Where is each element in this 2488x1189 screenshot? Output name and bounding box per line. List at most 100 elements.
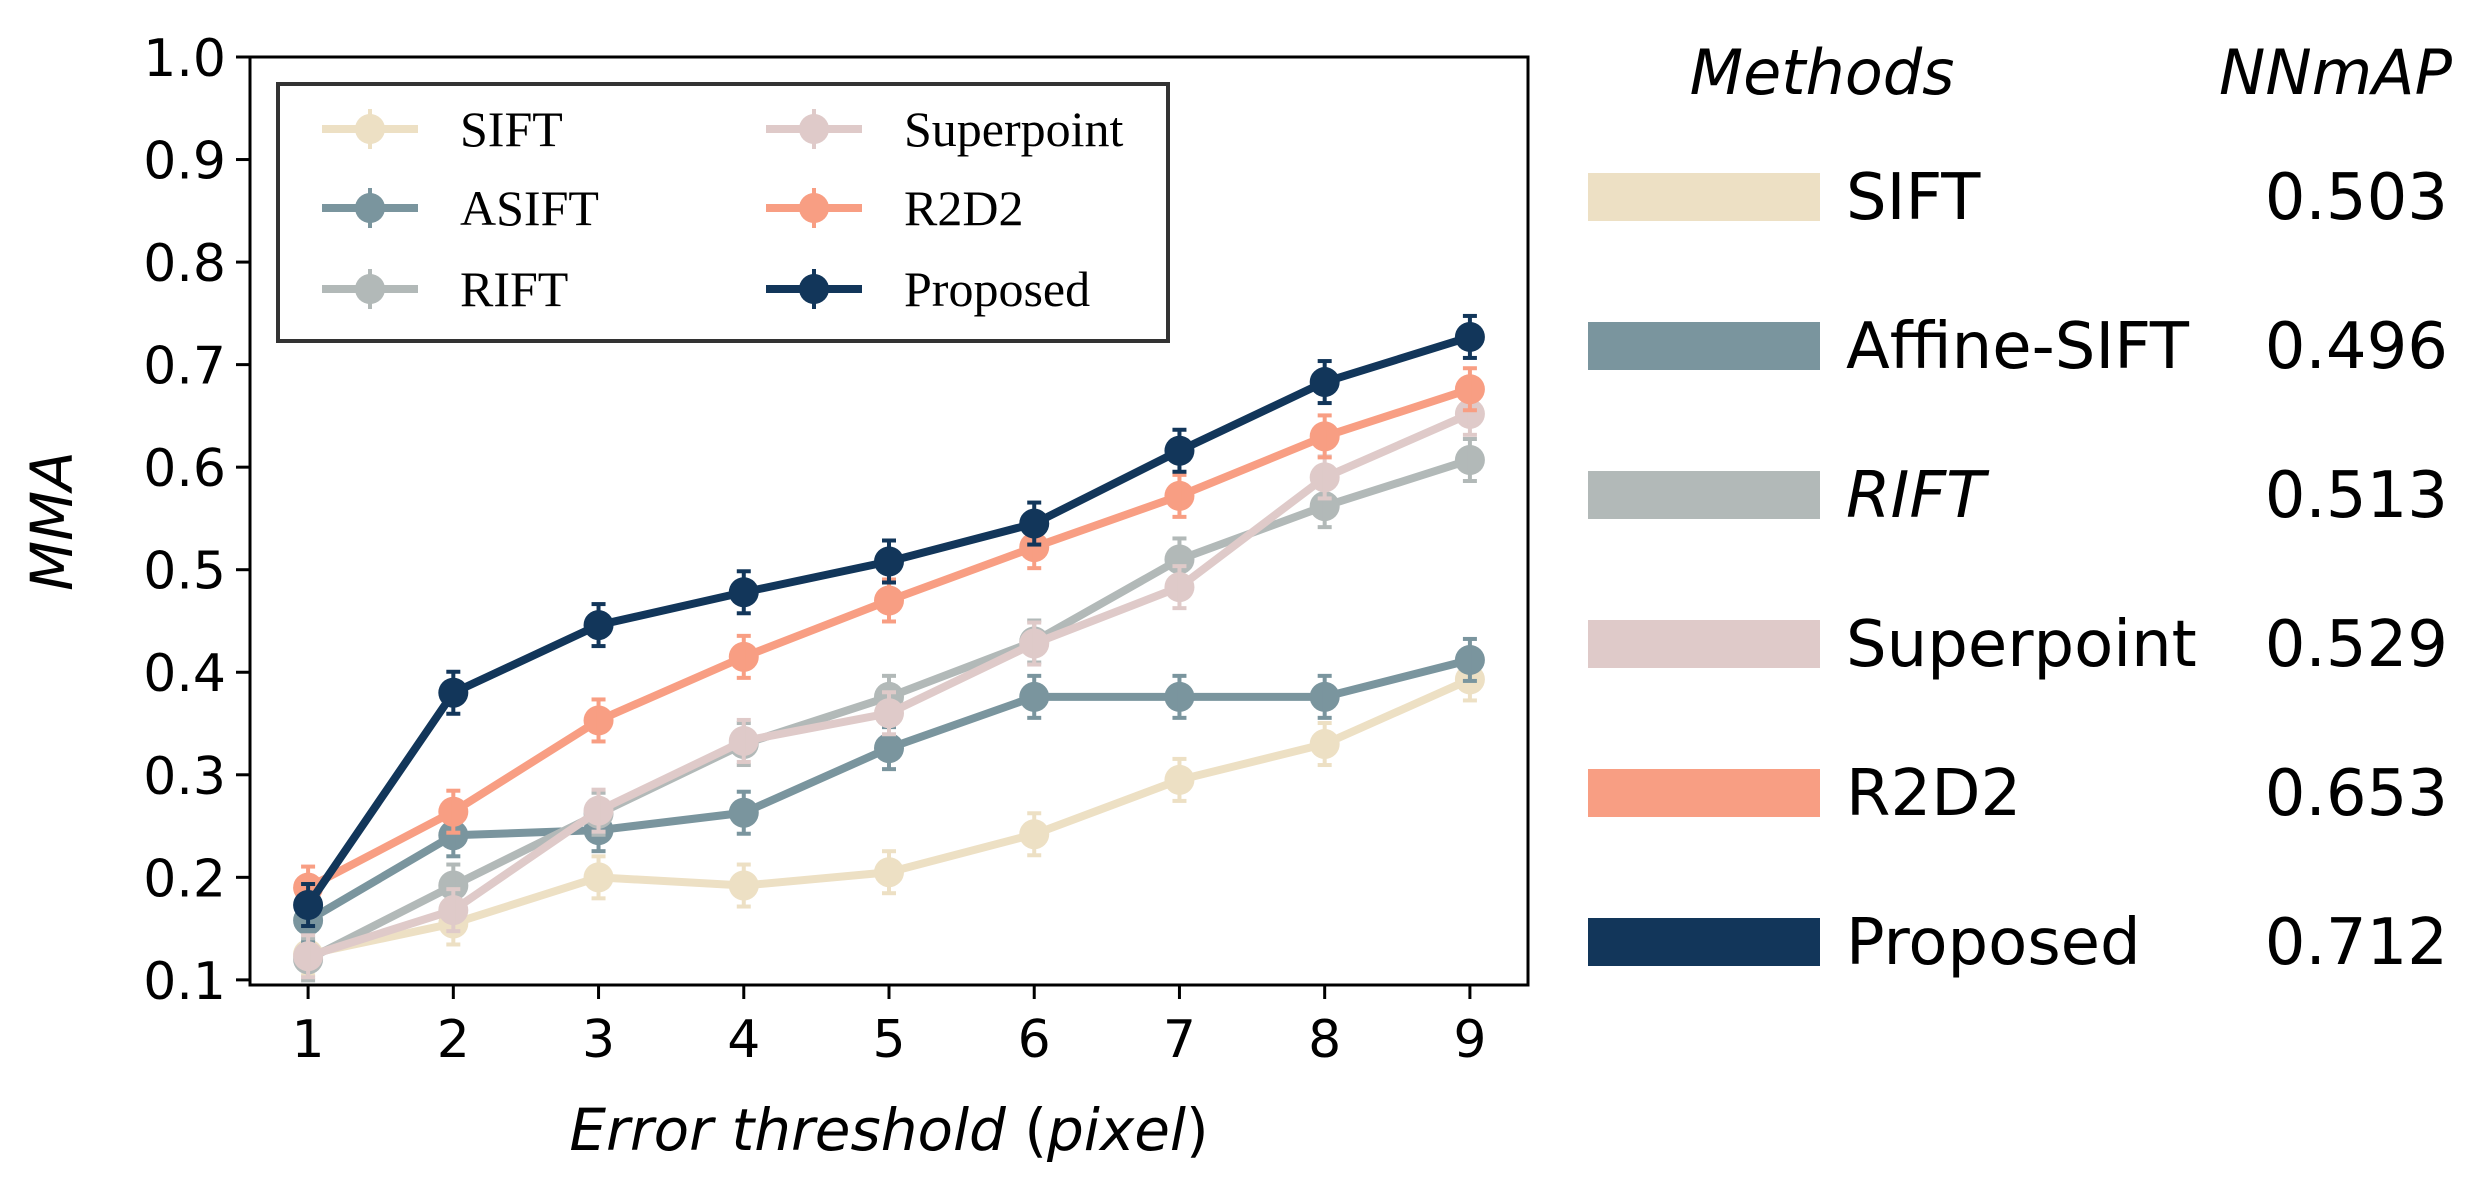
data-point-r2d2 [1164,472,1195,519]
legend-label: Proposed [904,261,1090,317]
data-point-proposed [1454,313,1485,360]
y-tick-label: 0.5 [143,542,226,602]
data-point-asift [1309,673,1340,720]
data-point-sift [874,849,904,896]
table-score-value: 0.529 [2265,608,2448,682]
data-point-proposed [438,669,469,716]
data-point-proposed [293,882,324,929]
table-score-value: 0.653 [2265,757,2448,831]
legend-frame [276,82,1170,343]
y-tick-label: 0.4 [143,644,226,704]
y-tick-label: 0.7 [143,337,226,397]
data-point-proposed [1309,359,1340,406]
series-proposed [293,313,1485,929]
x-tick-label: 9 [1453,1010,1486,1070]
series-superpoint [293,390,1485,980]
data-point-sift [1309,721,1340,768]
data-point-r2d2 [583,697,614,744]
data-point-asift [728,789,759,836]
legend-item-proposed: Proposed [766,261,1090,317]
data-point-superpoint [293,933,324,980]
y-axis-ticks: 0.1 0.2 0.3 0.4 0.5 0.6 0.7 0.8 0.9 1.0 [143,29,250,1012]
legend-item-rift: RIFT [322,261,568,317]
y-tick-label: 0.1 [143,952,226,1012]
legend-label: RIFT [460,261,568,317]
table-score-value: 0.496 [2265,310,2448,384]
y-tick-label: 1.0 [143,29,226,89]
table-color-swatch [1588,322,1820,370]
data-point-asift [1019,673,1050,720]
table-method-label: Proposed [1846,906,2141,980]
legend-item-sift: SIFT [322,101,563,157]
table-header-score: NNmAP [2219,36,2453,109]
table-row-proposed: Proposed 0.712 [1588,906,2448,980]
data-point-sift [728,862,759,909]
legend-items: SIFT ASIFT RIFT Superpoint R2D2 Proposed [322,101,1124,317]
data-point-superpoint [1164,564,1195,611]
x-tick-label: 1 [292,1010,325,1070]
table-score-value: 0.513 [2265,459,2448,533]
data-point-rift [1454,436,1485,483]
data-point-superpoint [438,887,469,934]
data-point-r2d2 [1309,413,1340,460]
y-tick-label: 0.6 [143,439,226,499]
table-method-label: SIFT [1846,161,1981,235]
table-color-swatch [1588,173,1820,221]
series-r2d2 [293,366,1485,911]
table-row-r2d2: R2D2 0.653 [1588,757,2448,831]
data-point-r2d2 [874,577,904,624]
table-method-label: RIFT [1846,459,1990,533]
legend-label: Superpoint [904,101,1124,157]
table-color-swatch [1588,471,1820,519]
legend-label: R2D2 [904,180,1023,236]
data-point-proposed [874,538,904,585]
table-row-sift: SIFT 0.503 [1588,161,2448,235]
data-point-sift [1019,811,1050,858]
data-point-r2d2 [438,788,469,835]
data-point-r2d2 [728,633,759,680]
data-point-sift [583,854,614,901]
data-point-proposed [1164,427,1195,474]
table-score-value: 0.712 [2265,906,2448,980]
x-axis-label-unit: pixel [1046,1096,1186,1164]
x-axis-label: Error threshold (pixel) [569,1096,1208,1164]
x-axis-label-main: Error threshold [569,1096,1007,1164]
data-point-proposed [1019,500,1050,547]
summary-table: Methods NNmAP SIFT 0.503 Affine-SIFT 0.496 R… [1588,36,2453,980]
data-point-proposed [583,602,614,649]
legend-item-superpoint: Superpoint [766,101,1124,157]
x-tick-label: 7 [1163,1010,1196,1070]
table-color-swatch [1588,918,1820,966]
x-tick-label: 5 [872,1010,905,1070]
table-row-superpoint: Superpoint 0.529 [1588,608,2448,682]
data-point-asift [1164,673,1195,720]
x-tick-label: 4 [727,1010,760,1070]
legend: SIFT ASIFT RIFT Superpoint R2D2 Proposed [276,82,1170,343]
y-tick-label: 0.8 [143,234,226,294]
y-tick-label: 0.3 [143,747,226,807]
data-point-proposed [728,569,759,616]
x-axis-ticks: 1 2 3 4 5 6 7 8 9 [292,985,1486,1070]
table-header-methods: Methods [1690,36,1955,109]
table-row-rift: RIFT 0.513 [1588,459,2448,533]
x-tick-label: 6 [1018,1010,1051,1070]
x-axis-label-open-paren: ( [1024,1096,1047,1164]
series-line-r2d2 [306,385,1472,892]
data-point-superpoint [583,787,614,834]
y-axis-label: MMA [18,451,86,591]
legend-label: SIFT [460,101,563,157]
data-point-superpoint [1019,620,1050,667]
table-row-affine-sift: Affine-SIFT 0.496 [1588,310,2448,384]
data-point-asift [1454,636,1485,683]
table-color-swatch [1588,620,1820,668]
data-point-r2d2 [1454,366,1485,413]
y-tick-label: 0.2 [143,849,226,909]
table-score-value: 0.503 [2265,161,2448,235]
data-point-sift [1164,756,1195,803]
legend-label: ASIFT [460,180,599,236]
x-tick-label: 2 [437,1010,470,1070]
table-rows: SIFT 0.503 Affine-SIFT 0.496 RIFT 0.513 Superp… [1588,161,2448,980]
x-tick-label: 8 [1308,1010,1341,1070]
